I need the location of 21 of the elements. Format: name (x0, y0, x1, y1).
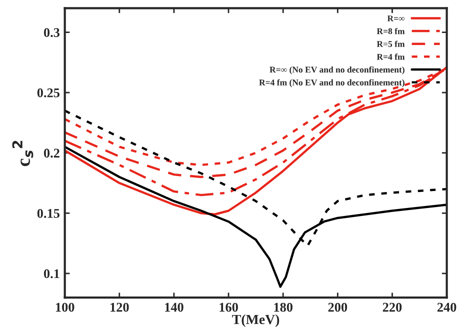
x-tick-label: 240 (437, 302, 456, 312)
x-tick-label: 100 (56, 302, 74, 312)
x-tick-label: 200 (328, 302, 348, 312)
x-tick-label: 180 (274, 302, 292, 312)
y-tick-label: 0.25 (37, 88, 60, 98)
legend-label: R=4 fm (376, 54, 405, 60)
x-tick-label: 120 (110, 302, 129, 312)
legend-label: R=5 fm (376, 40, 405, 47)
legend-label: R=4 fm (No EV and no deconfinement) (259, 79, 404, 88)
y-tick-label: 0.3 (44, 28, 60, 38)
x-tick-label: 220 (382, 302, 402, 312)
legend-label: R=∞ (387, 16, 405, 22)
y-axis-title: c$_{s}$$^{2}$ (12, 140, 34, 166)
y-tick-label: 0.15 (37, 208, 60, 218)
x-axis-title: T(MeV) (232, 314, 280, 327)
x-tick-label: 140 (165, 302, 184, 312)
legend-label: R=∞ (No EV and no deconfinement) (270, 66, 404, 74)
y-tick-label: 0.1 (44, 269, 60, 278)
y-tick-label: 0.2 (44, 148, 60, 158)
x-tick-label: 160 (220, 302, 238, 312)
legend-label: R=8 fm (376, 28, 405, 34)
